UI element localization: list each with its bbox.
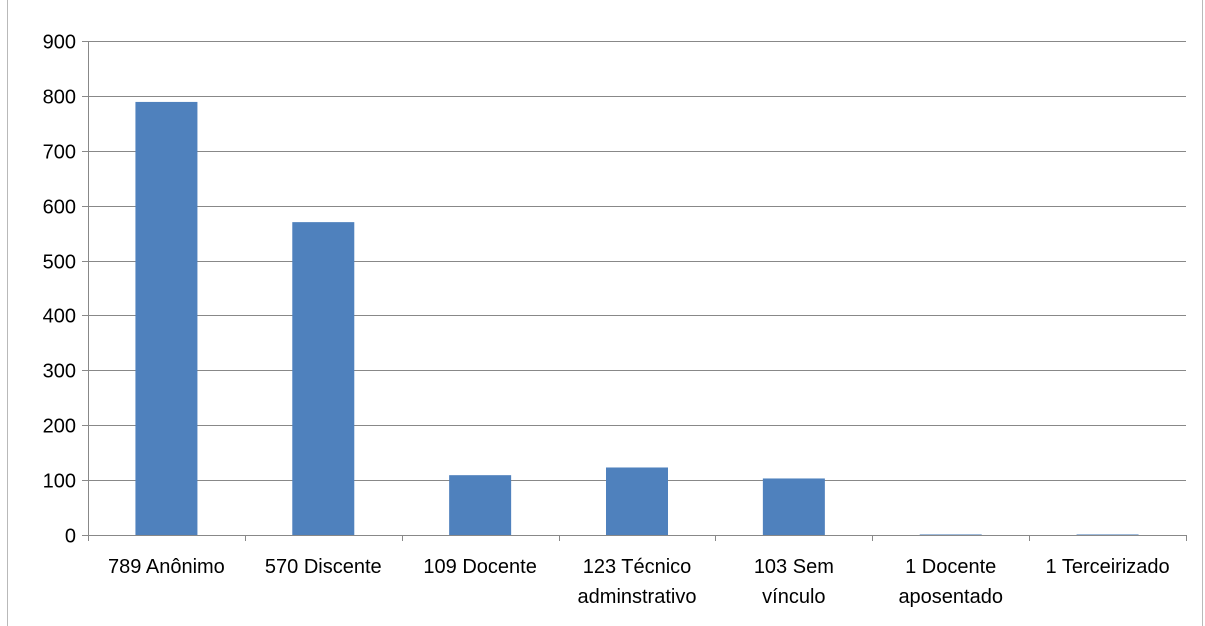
bars	[135, 101, 1139, 535]
y-tick-label: 400	[43, 306, 76, 328]
x-tick-label: 789 Anônimo	[108, 556, 225, 578]
bar	[1076, 534, 1139, 535]
y-tick-label: 100	[43, 471, 76, 493]
x-tick-label: 1 Terceirizado	[1046, 556, 1170, 578]
x-tick-label: 109 Docente	[423, 556, 536, 578]
y-tick-label: 600	[43, 197, 76, 219]
gridlines	[88, 41, 1186, 481]
bar	[292, 222, 355, 535]
y-tick-label: 800	[43, 87, 76, 109]
x-tick-labels: 789 Anônimo 570 Discente 109 Docente 123 Té…	[108, 556, 1170, 608]
y-tick-label: 300	[43, 361, 76, 383]
y-tick-labels: 0 100 200 300 400 500 600 700 800 900	[43, 32, 76, 548]
y-tick-label: 900	[43, 32, 76, 54]
x-tick-label: 103 Sem vínculo	[754, 556, 834, 608]
bar	[762, 478, 825, 535]
axes	[82, 41, 1187, 541]
bar	[135, 101, 198, 535]
y-tick-label: 700	[43, 142, 76, 164]
x-tick-label: 123 Técnico adminstrativo	[578, 556, 697, 608]
chart-frame	[7, 0, 1203, 626]
y-tick-label: 0	[65, 526, 76, 548]
y-tick-label: 500	[43, 252, 76, 274]
y-tick-label: 200	[43, 416, 76, 438]
x-tick-label: 1 Docente aposentado	[898, 556, 1003, 608]
bar	[919, 534, 982, 535]
x-tick-label: 570 Discente	[265, 556, 382, 578]
bar	[606, 467, 668, 535]
bar	[449, 475, 512, 535]
